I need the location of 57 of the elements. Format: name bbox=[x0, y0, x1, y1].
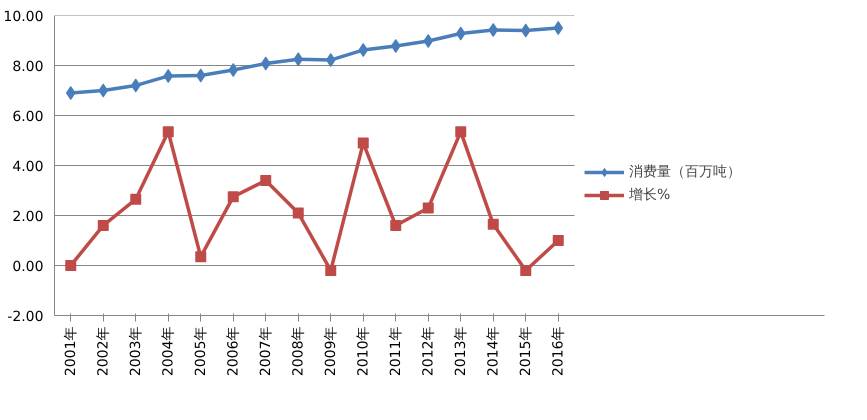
point bbox=[196, 68, 206, 82]
x-tick-label: 2013年 bbox=[452, 326, 469, 376]
point bbox=[98, 220, 109, 231]
x-tick-label: 2010年 bbox=[355, 326, 372, 376]
point bbox=[358, 138, 369, 148]
point bbox=[162, 126, 174, 138]
point bbox=[325, 265, 336, 276]
x-tick-label: 2014年 bbox=[485, 326, 502, 376]
point bbox=[488, 23, 498, 37]
x-tick-label: 2008年 bbox=[290, 326, 306, 376]
point bbox=[98, 84, 108, 98]
point bbox=[260, 175, 272, 186]
point bbox=[553, 21, 564, 35]
y-tick-label: 8.00 bbox=[12, 59, 44, 75]
point bbox=[195, 251, 206, 262]
y-tick-label: 0.00 bbox=[12, 259, 44, 275]
x-tick-label: 2005年 bbox=[192, 326, 209, 376]
x-tick-label: 2015年 bbox=[518, 326, 534, 376]
point bbox=[163, 69, 174, 83]
y-tick-label: 4.00 bbox=[12, 159, 44, 175]
x-tick-label: 2004年 bbox=[160, 326, 176, 376]
point bbox=[228, 63, 238, 77]
y-tick-label: 10.00 bbox=[3, 9, 44, 25]
point bbox=[390, 220, 402, 231]
x-tick-label: 2012年 bbox=[420, 326, 436, 376]
legend-label: 增长% bbox=[629, 186, 670, 204]
x-tick-label: 2002年 bbox=[95, 326, 112, 376]
x-tick-label: 2006年 bbox=[225, 326, 242, 376]
y-tick-label: 2.00 bbox=[12, 209, 44, 225]
x-tick-label: 2016年 bbox=[550, 326, 566, 376]
point bbox=[455, 126, 466, 138]
point bbox=[293, 52, 304, 66]
x-tick-label: 2003年 bbox=[128, 326, 144, 376]
point bbox=[423, 34, 434, 48]
point bbox=[326, 53, 336, 67]
x-tick-label: 2001年 bbox=[62, 326, 79, 376]
point bbox=[520, 24, 531, 38]
y-tick-label: -2.00 bbox=[7, 309, 44, 325]
y-tick-label: 6.00 bbox=[12, 109, 44, 125]
x-tick-label: 2007年 bbox=[258, 326, 274, 376]
point bbox=[456, 26, 466, 40]
point bbox=[228, 191, 239, 202]
point bbox=[130, 194, 142, 205]
point bbox=[520, 265, 532, 276]
point bbox=[488, 218, 499, 230]
x-tick-label: 2009年 bbox=[322, 326, 339, 376]
point bbox=[422, 202, 434, 214]
point bbox=[390, 39, 401, 53]
x-tick-label: 2011年 bbox=[388, 326, 404, 376]
legend-label: 消费量（百万吨） bbox=[629, 163, 741, 181]
point bbox=[358, 43, 368, 57]
point bbox=[66, 86, 76, 100]
point bbox=[130, 78, 141, 92]
point bbox=[260, 56, 271, 70]
point bbox=[552, 235, 564, 246]
point bbox=[292, 208, 304, 218]
point bbox=[65, 260, 76, 271]
